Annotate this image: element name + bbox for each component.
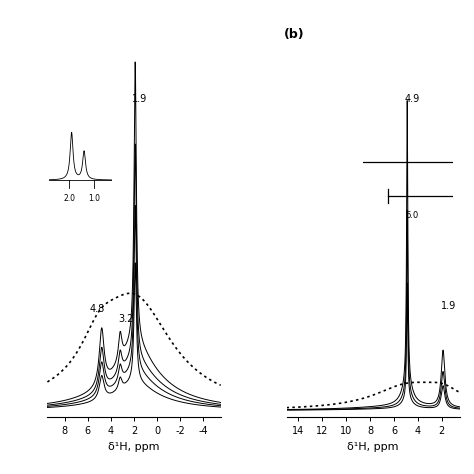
X-axis label: δ¹H, ppm: δ¹H, ppm [347, 442, 399, 452]
X-axis label: δ¹H, ppm: δ¹H, ppm [108, 442, 160, 452]
Text: (b): (b) [283, 28, 304, 41]
Text: 4.8: 4.8 [90, 304, 105, 314]
Text: 1.9: 1.9 [441, 301, 456, 310]
Text: 4.9: 4.9 [405, 94, 420, 104]
Text: 1.9: 1.9 [132, 94, 147, 104]
Text: 3.2: 3.2 [118, 314, 133, 324]
